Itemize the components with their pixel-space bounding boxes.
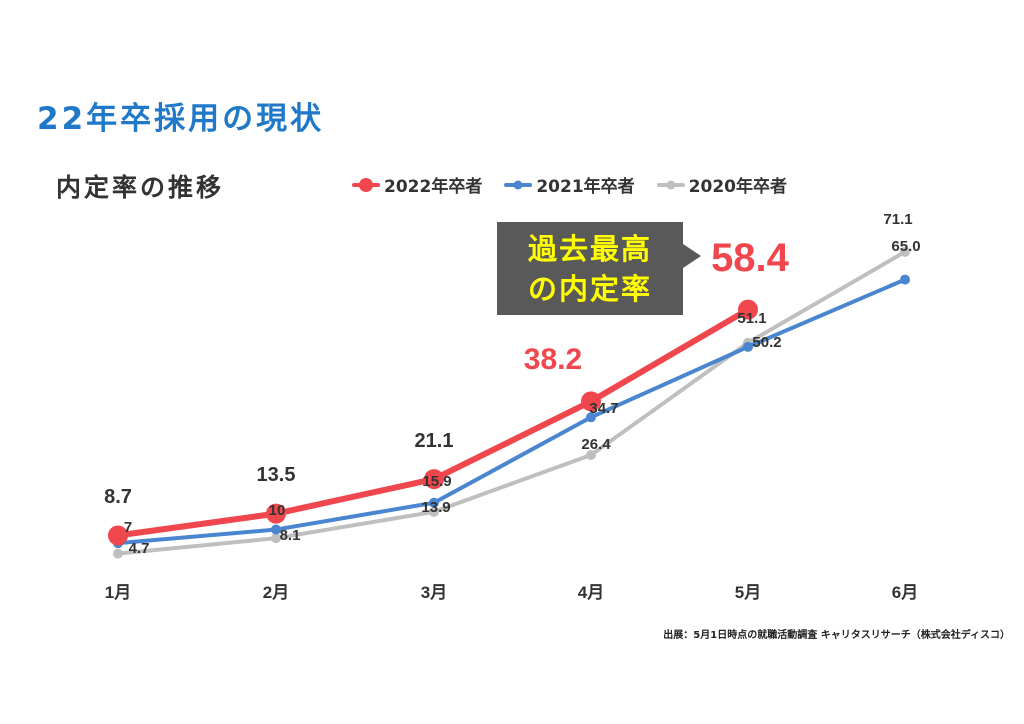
data-label-2020: 71.1	[883, 211, 912, 228]
data-label-2020: 51.1	[737, 310, 766, 327]
x-tick-label: 2月	[263, 583, 289, 602]
data-point-2021	[743, 341, 753, 352]
chart-legend: 2022年卒者 2021年卒者 2020年卒者	[352, 172, 787, 197]
data-point-2022	[266, 503, 286, 524]
data-point-2021	[429, 497, 439, 508]
legend-item-2022: 2022年卒者	[352, 172, 482, 197]
x-tick-label: 3月	[421, 583, 447, 602]
legend-swatch-2020	[656, 176, 685, 194]
data-point-2020	[429, 506, 439, 517]
data-point-2021	[900, 274, 910, 285]
x-tick-label: 6月	[892, 583, 918, 602]
x-tick-label: 4月	[578, 583, 604, 602]
chart-subtitle: 内定率の推移	[56, 173, 225, 202]
x-tick-label: 1月	[105, 583, 131, 602]
data-point-2020	[271, 533, 281, 544]
record-high-callout: 過去最高 の内定率	[497, 222, 701, 315]
data-label-2021: 50.2	[752, 334, 781, 351]
data-label-2022: 8.7	[104, 486, 132, 508]
series-line-2020	[116, 249, 907, 556]
x-tick-label: 5月	[735, 583, 761, 602]
data-label-2022: 58.4	[711, 236, 790, 280]
data-label-2020: 8.1	[280, 527, 301, 544]
legend-label-2021: 2021年卒者	[536, 177, 635, 197]
data-point-2020	[900, 246, 910, 257]
legend-item-2021: 2021年卒者	[504, 172, 635, 197]
legend-label-2020: 2020年卒者	[688, 177, 787, 197]
data-point-2021	[586, 412, 596, 423]
legend-swatch-2022	[352, 176, 380, 194]
data-label-2022: 13.5	[257, 464, 296, 486]
data-point-2021	[271, 524, 281, 535]
callout-line-2: の内定率	[527, 271, 652, 306]
legend-item-2020: 2020年卒者	[656, 172, 787, 197]
data-point-2022	[108, 525, 128, 546]
data-label-2020: 4.7	[129, 540, 150, 557]
data-label-2022: 38.2	[524, 343, 582, 376]
legend-swatch-2021	[504, 176, 533, 194]
data-label-2021: 65.0	[891, 238, 920, 255]
data-point-2022	[581, 391, 601, 412]
data-point-2020	[113, 548, 123, 559]
data-point-2022	[424, 469, 444, 490]
data-label-2021: 15.9	[422, 473, 451, 490]
data-point-2020	[586, 450, 596, 461]
data-label-2020: 26.4	[581, 436, 611, 453]
series-line-2021	[116, 277, 907, 546]
data-label-2021: 10	[269, 502, 286, 519]
data-label-2021: 7	[124, 519, 132, 536]
callout-line-1: 過去最高	[527, 231, 652, 266]
data-label-2021: 34.7	[589, 400, 618, 417]
data-point-2022	[738, 299, 758, 320]
data-label-2022: 21.1	[415, 430, 454, 452]
legend-label-2022: 2022年卒者	[384, 177, 483, 197]
page-title: 22年卒採用の現状	[37, 101, 325, 137]
data-label-2020: 13.9	[421, 499, 450, 516]
source-note: 出展：5月1日時点の就職活動調査 キャリタスリサーチ（株式会社ディスコ）	[663, 630, 1010, 641]
